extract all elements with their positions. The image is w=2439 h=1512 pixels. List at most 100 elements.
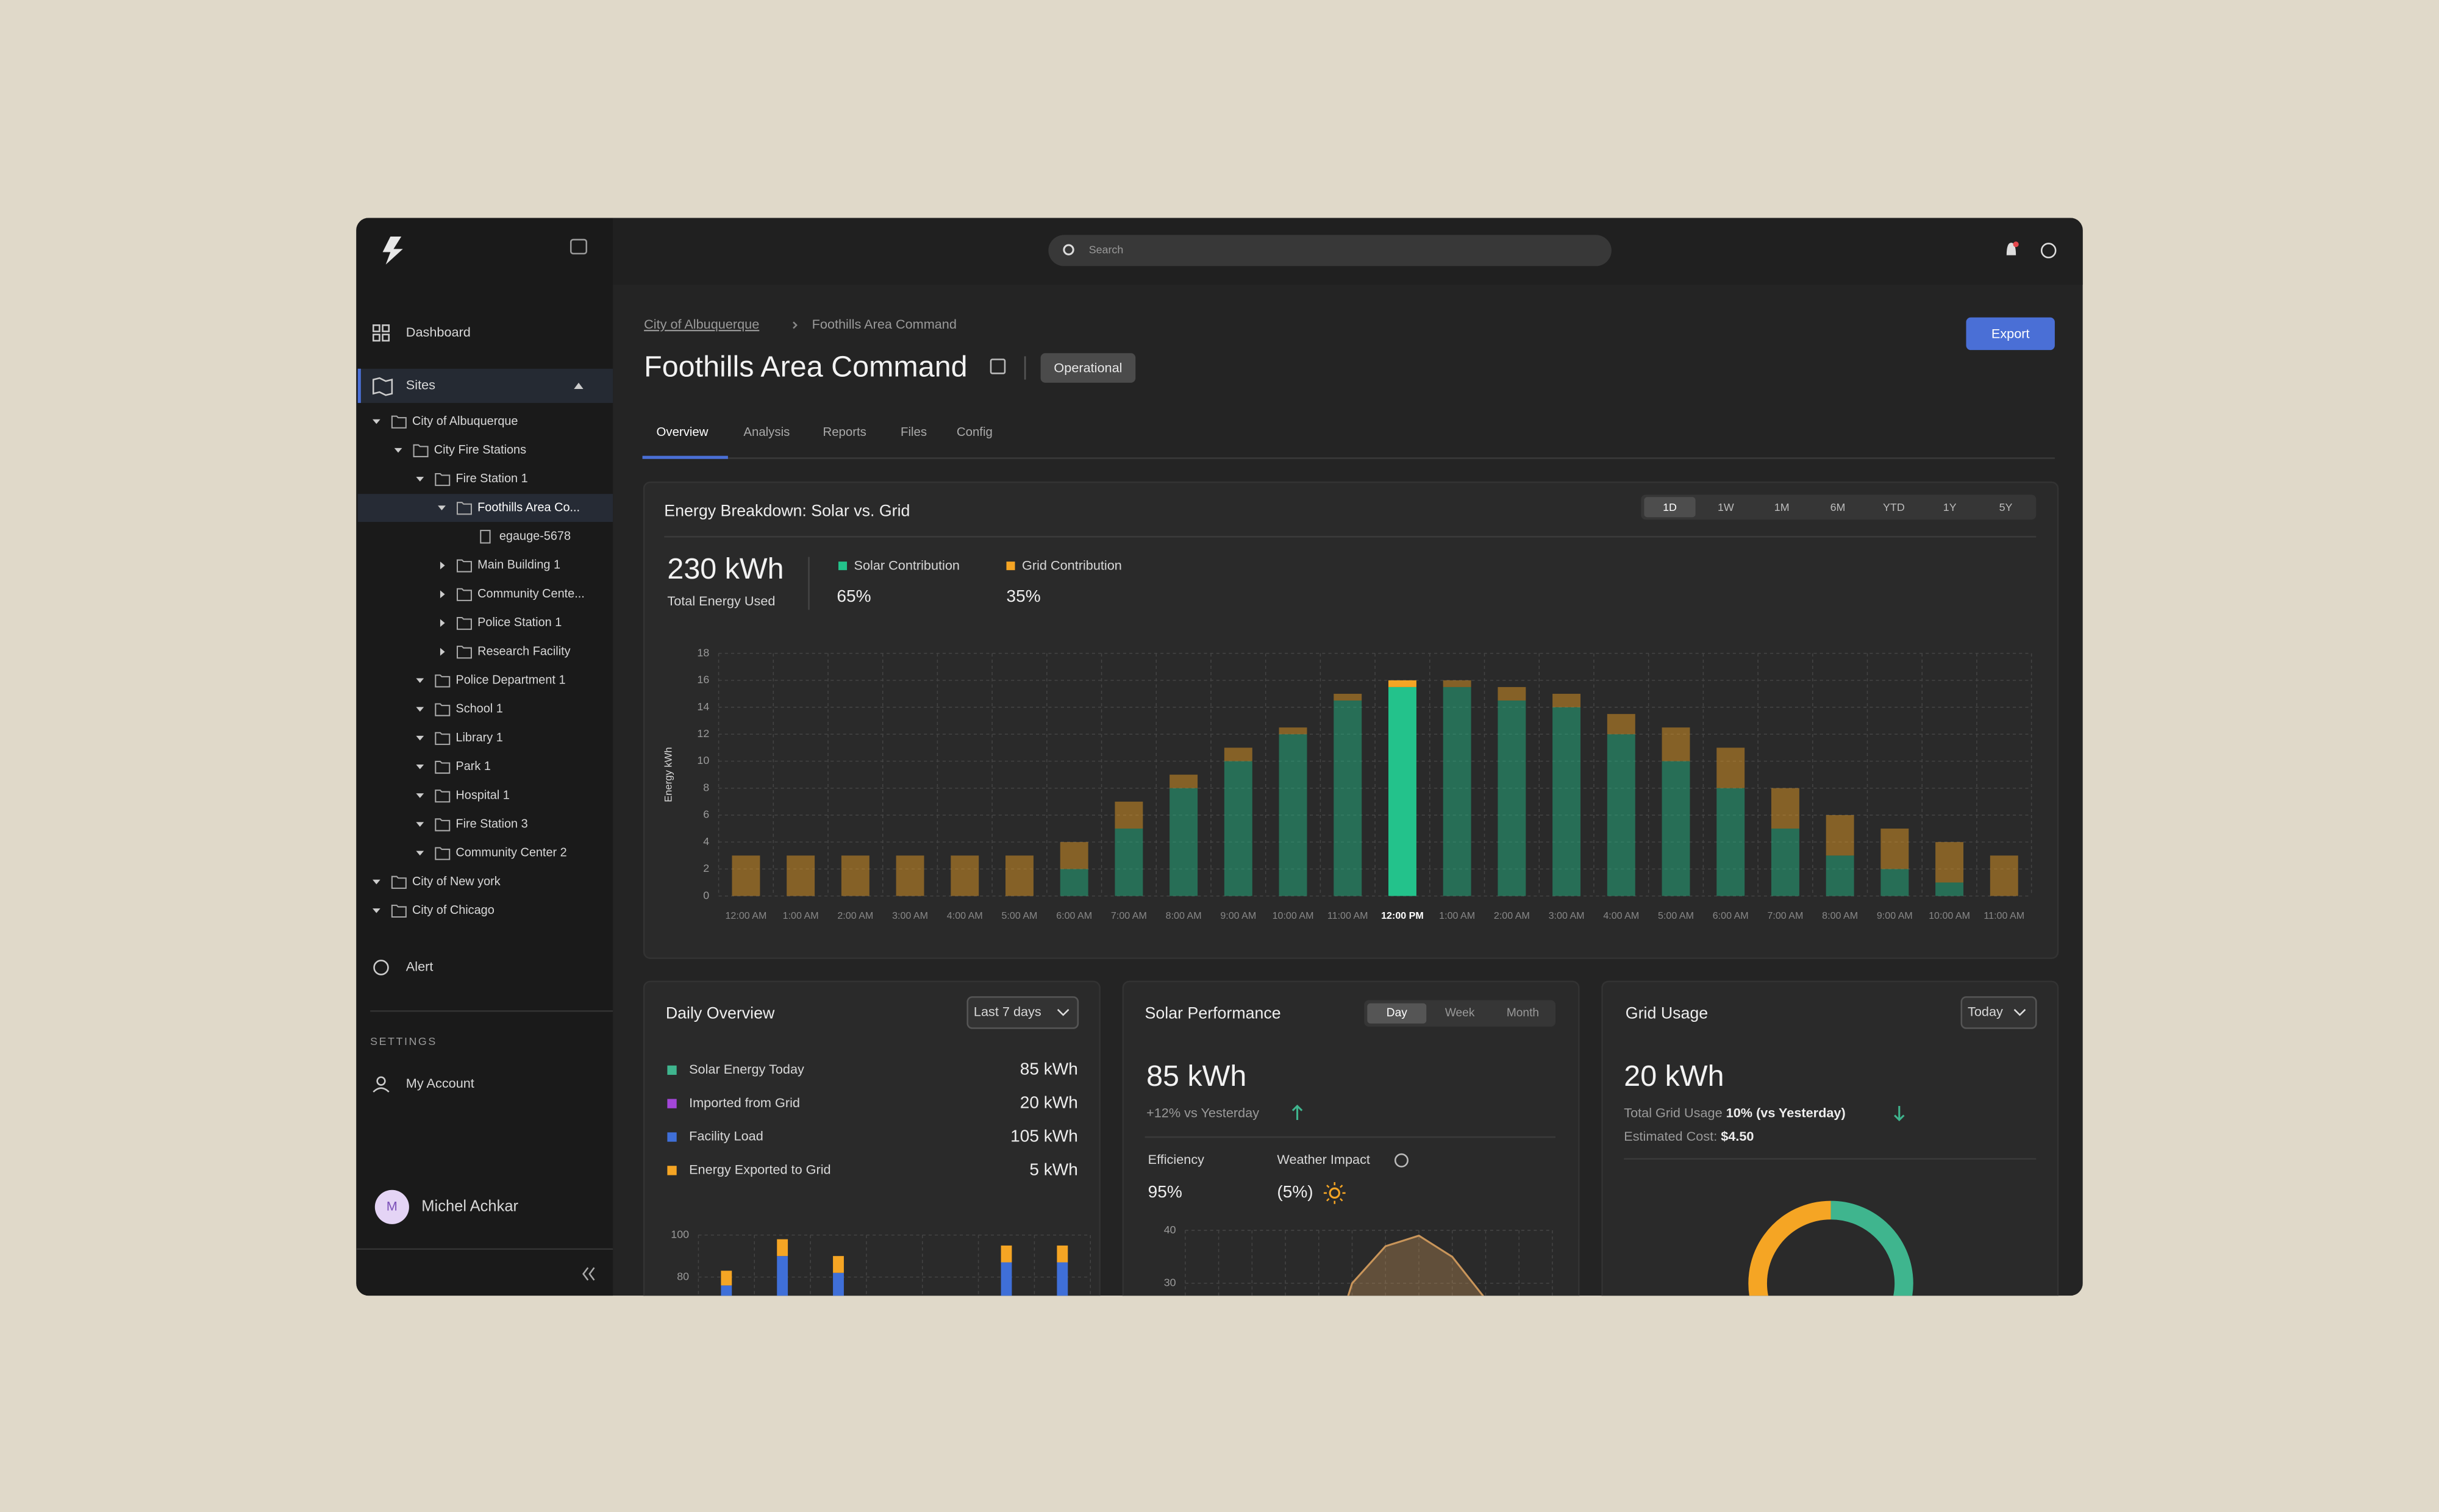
area-line <box>1185 1235 1554 1296</box>
range-option[interactable]: YTD <box>1883 501 1905 513</box>
search-box[interactable] <box>1048 235 1612 266</box>
collapse-caret[interactable] <box>574 382 584 389</box>
tree-label[interactable]: Library 1 <box>455 731 502 744</box>
breadcrumb-link[interactable]: City of Albuquerque <box>644 316 759 332</box>
tree-label[interactable]: City of Chicago <box>412 904 495 917</box>
bar-segment <box>777 1239 788 1257</box>
nav-label[interactable]: Alert <box>406 959 434 974</box>
period-option[interactable]: Day <box>1387 1007 1407 1019</box>
tree-label[interactable]: Hospital 1 <box>455 788 509 802</box>
bar-segment <box>1498 686 1526 701</box>
tree-label[interactable]: School 1 <box>455 702 502 716</box>
caret[interactable] <box>416 477 424 482</box>
info-icon[interactable] <box>1394 1153 1409 1168</box>
caret[interactable] <box>440 647 445 656</box>
caret[interactable] <box>416 735 424 741</box>
tree-label[interactable]: Foothills Area Co... <box>477 501 580 514</box>
tree-label[interactable]: City of New york <box>412 875 501 888</box>
tree-label[interactable]: City Fire Stations <box>434 443 526 457</box>
row-label: Solar Energy Today <box>689 1061 804 1077</box>
export-button[interactable] <box>1966 317 2055 351</box>
caret[interactable] <box>440 562 445 569</box>
tree-label[interactable]: Fire Station 3 <box>455 817 527 830</box>
period-dropdown[interactable] <box>966 996 1079 1029</box>
x-tick-label: 6:00 AM <box>1056 910 1092 921</box>
cost-label: Estimated Cost: <box>1624 1129 1717 1144</box>
range-option[interactable]: 1Y <box>1943 501 1957 513</box>
period-dropdown[interactable] <box>1960 996 2037 1029</box>
help[interactable] <box>2040 243 2057 259</box>
caret[interactable] <box>416 850 424 856</box>
sites-active[interactable] <box>357 368 613 403</box>
caret[interactable] <box>440 590 445 599</box>
caret[interactable] <box>372 419 380 424</box>
status-badge <box>1040 353 1136 383</box>
caret[interactable] <box>440 619 445 627</box>
caret[interactable] <box>394 448 402 453</box>
range-option[interactable]: 1M <box>1774 501 1790 513</box>
bar-segment <box>945 1308 956 1319</box>
caret[interactable] <box>372 908 380 913</box>
tab[interactable]: Analysis <box>743 426 790 439</box>
tree-label[interactable]: egauge-5678 <box>499 530 571 543</box>
solar-value: 85 kWh <box>1146 1060 1246 1093</box>
tab[interactable]: Reports <box>823 426 866 439</box>
tree-label[interactable]: Research Facility <box>477 644 570 658</box>
edit-icon[interactable] <box>990 358 1006 374</box>
tab[interactable]: Files <box>901 426 927 439</box>
caret[interactable] <box>416 707 424 712</box>
caret[interactable] <box>416 822 424 827</box>
tree-label[interactable]: Community Center 2 <box>455 846 566 860</box>
nav-label[interactable]: My Account <box>406 1075 474 1091</box>
range-option[interactable]: 1D <box>1663 501 1677 513</box>
caret[interactable] <box>372 879 380 885</box>
grid-pct: 35% <box>1007 587 1041 605</box>
period-option[interactable]: Week <box>1445 1007 1475 1019</box>
efficiency-value: 95% <box>1148 1182 1182 1201</box>
nav-dashboard[interactable]: Dashboard <box>372 324 471 342</box>
tree-label[interactable]: Police Station 1 <box>477 616 562 629</box>
cost-value: $4.50 <box>1721 1129 1754 1144</box>
bar-segment <box>721 1285 732 1296</box>
caret[interactable] <box>438 505 446 510</box>
range-option[interactable]: 6M <box>1830 501 1846 513</box>
collapse-sidebar[interactable] <box>582 1267 595 1281</box>
folder-icon <box>435 732 451 745</box>
tree-label[interactable]: Fire Station 1 <box>455 472 527 485</box>
daily-card <box>643 980 1101 1296</box>
x-tick-label: 2:00 AM <box>837 910 873 921</box>
tree-label[interactable]: Community Cente... <box>477 587 585 601</box>
chevron <box>1057 1008 1070 1016</box>
bar-segment <box>1115 829 1143 896</box>
caret[interactable] <box>416 678 424 683</box>
sidebar-toggle[interactable] <box>570 238 588 255</box>
tree-label[interactable]: City of Albuquerque <box>412 415 518 428</box>
status-text: Operational <box>1054 360 1122 376</box>
caret[interactable] <box>416 793 424 798</box>
bar-segment <box>1826 855 1854 896</box>
period-option[interactable]: Month <box>1507 1007 1539 1019</box>
tree-label[interactable]: Park 1 <box>455 760 490 773</box>
bar-segment <box>1662 761 1690 896</box>
bar-segment <box>1279 727 1307 735</box>
tree-label[interactable]: Main Building 1 <box>477 558 560 572</box>
grid-cost: Estimated Cost: $4.50 <box>1624 1129 1754 1144</box>
chevron <box>2013 1008 2026 1016</box>
tab[interactable]: Config <box>957 426 993 439</box>
tree-label[interactable]: Police Department 1 <box>455 674 565 687</box>
legend-label: Solar Contribution <box>854 558 960 573</box>
solar-pct: 65% <box>837 587 871 605</box>
range-option[interactable]: 1W <box>1718 501 1734 513</box>
y-tick-label: 40 <box>1164 1224 1176 1236</box>
usage-label: Total Grid Usage <box>1624 1105 1722 1120</box>
tab[interactable]: Overview <box>657 426 709 439</box>
grid-card <box>1601 980 2059 1296</box>
bar-segment <box>1224 747 1252 761</box>
range-option[interactable]: 5Y <box>1999 501 2013 513</box>
caret[interactable] <box>416 765 424 769</box>
notifications[interactable] <box>2006 243 2016 255</box>
card-title: Grid Usage <box>1626 1004 1708 1022</box>
bar-segment <box>1716 788 1745 896</box>
avatar[interactable] <box>374 1189 409 1224</box>
